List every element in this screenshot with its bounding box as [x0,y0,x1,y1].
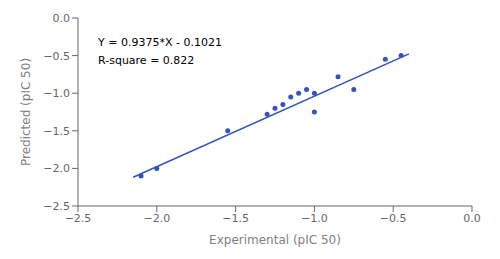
svg-text:−1.0: −1.0 [301,212,328,225]
svg-text:−1.5: −1.5 [222,212,249,225]
svg-text:0.0: 0.0 [53,12,71,25]
html-text:R-square = 0.822: R-square = 0.822 [98,54,195,67]
svg-text:−1.5: −1.5 [43,125,70,138]
svg-text:−2.5: −2.5 [65,212,92,225]
svg-text:−2.0: −2.0 [43,162,70,175]
svg-text:−0.5: −0.5 [380,212,407,225]
svg-text:Experimental (pIC 50): Experimental (pIC 50) [209,233,341,247]
svg-text:−0.5: −0.5 [43,50,70,63]
html-text:Y = 0.9375*X - 0.1021: Y = 0.9375*X - 0.1021 [98,36,222,49]
svg-text:−1.0: −1.0 [43,87,70,100]
svg-text:0.0: 0.0 [463,212,481,225]
svg-text:−2.0: −2.0 [143,212,170,225]
svg-text:−2.5: −2.5 [43,200,70,213]
svg-text:Predicted (pIC 50): Predicted (pIC 50) [19,58,33,166]
